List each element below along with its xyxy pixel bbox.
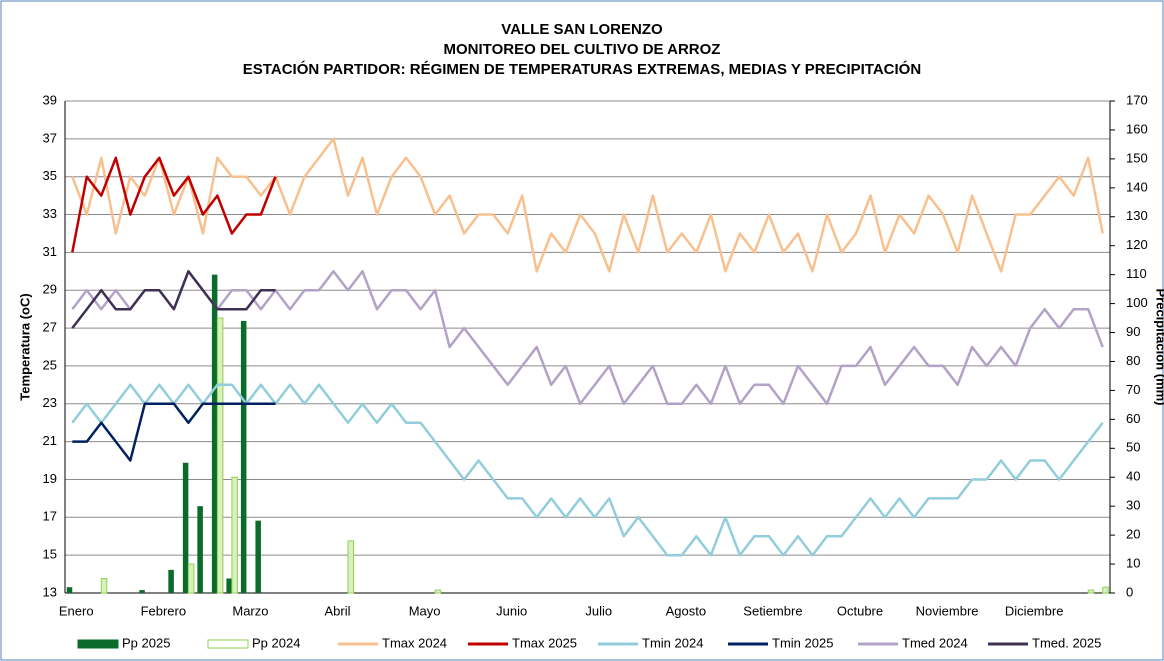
y-tick-label: 27 bbox=[43, 320, 57, 335]
series-line bbox=[71, 270, 276, 329]
x-tick-label: Noviembre bbox=[916, 603, 979, 618]
y-tick-label: 25 bbox=[43, 357, 57, 372]
y-tick-label: 23 bbox=[43, 395, 57, 410]
y-axis-label: Temperatura (oC) bbox=[17, 293, 32, 400]
series-line bbox=[71, 137, 1104, 273]
y2-tick-label: 170 bbox=[1126, 92, 1148, 107]
series-line bbox=[72, 402, 276, 462]
y2-tick-label: 110 bbox=[1126, 266, 1147, 281]
y2-tick-label: 30 bbox=[1126, 498, 1140, 513]
series-line bbox=[71, 156, 277, 253]
y2-tick-label: 90 bbox=[1126, 324, 1140, 339]
y-tick-label: 29 bbox=[43, 282, 57, 297]
precip-bar bbox=[255, 520, 261, 593]
precip-bar bbox=[197, 506, 203, 593]
x-tick-label: Mayo bbox=[409, 603, 441, 618]
legend-swatch bbox=[207, 639, 249, 649]
legend-swatch bbox=[77, 639, 119, 649]
precip-bar bbox=[226, 578, 232, 593]
y2-tick-label: 50 bbox=[1126, 440, 1140, 455]
y2-tick-label: 120 bbox=[1126, 237, 1148, 252]
x-tick-label: Setiembre bbox=[743, 603, 802, 618]
precip-bar bbox=[216, 317, 224, 594]
legend-label: Pp 2024 bbox=[252, 635, 300, 650]
series-line bbox=[71, 383, 1104, 557]
y2-tick-label: 80 bbox=[1126, 353, 1140, 368]
y2-tick-label: 160 bbox=[1126, 121, 1148, 136]
legend-label: Pp 2025 bbox=[122, 635, 170, 650]
legend-label: Tmax 2024 bbox=[382, 635, 447, 650]
x-tick-label: Julio bbox=[585, 603, 612, 618]
precip-bar bbox=[66, 587, 73, 593]
x-tick-label: Octubre bbox=[837, 603, 883, 618]
x-tick-label: Abril bbox=[324, 603, 350, 618]
y2-axis-label: Precipitación (mm) bbox=[1154, 288, 1164, 405]
y2-tick-label: 40 bbox=[1126, 469, 1140, 484]
precip-bar bbox=[168, 569, 174, 593]
y-tick-label: 33 bbox=[43, 206, 57, 221]
precip-bar bbox=[139, 590, 145, 593]
precip-bar bbox=[1087, 589, 1095, 594]
y2-tick-label: 140 bbox=[1126, 179, 1148, 194]
y-tick-label: 31 bbox=[43, 244, 57, 259]
x-tick-label: Agosto bbox=[666, 603, 706, 618]
x-tick-label: Febrero bbox=[141, 603, 187, 618]
precip-bar bbox=[240, 320, 247, 593]
chart-title: ESTACIÓN PARTIDOR: RÉGIMEN DE TEMPERATUR… bbox=[243, 60, 921, 78]
x-tick-label: Marzo bbox=[232, 603, 268, 618]
y2-tick-label: 20 bbox=[1126, 527, 1140, 542]
y2-tick-label: 100 bbox=[1126, 295, 1148, 310]
chart-title: MONITOREO DEL CULTIVO DE ARROZ bbox=[444, 41, 721, 58]
y2-tick-label: 130 bbox=[1126, 208, 1148, 223]
y-tick-label: 37 bbox=[43, 130, 57, 145]
legend-label: Tmed. 2025 bbox=[1032, 635, 1101, 650]
x-tick-label: Enero bbox=[59, 603, 94, 618]
precip-bar bbox=[1102, 586, 1109, 594]
y-tick-label: 39 bbox=[43, 92, 57, 107]
x-tick-label: Diciembre bbox=[1005, 603, 1064, 618]
y2-tick-label: 0 bbox=[1126, 584, 1133, 599]
y-tick-label: 21 bbox=[43, 433, 57, 448]
series-line bbox=[71, 270, 1104, 406]
y-tick-label: 35 bbox=[43, 168, 57, 183]
precip-bar bbox=[187, 563, 195, 594]
legend-label: Tmin 2024 bbox=[642, 635, 703, 650]
y-tick-label: 19 bbox=[43, 471, 57, 486]
legend-label: Tmin 2025 bbox=[772, 635, 833, 650]
y2-tick-label: 70 bbox=[1126, 382, 1140, 397]
precip-bar bbox=[100, 578, 108, 594]
y2-tick-label: 10 bbox=[1126, 555, 1140, 570]
y2-tick-label: 60 bbox=[1126, 411, 1140, 426]
precip-bar bbox=[434, 589, 442, 594]
legend-label: Tmed 2024 bbox=[902, 635, 968, 650]
precip-bar bbox=[211, 274, 218, 593]
precip-bar bbox=[347, 540, 355, 594]
x-tick-label: Junio bbox=[496, 603, 527, 618]
legend-label: Tmax 2025 bbox=[512, 635, 577, 650]
chart-title: VALLE SAN LORENZO bbox=[501, 21, 663, 38]
y-tick-label: 13 bbox=[43, 584, 57, 599]
precip-bar bbox=[231, 476, 238, 594]
y-tick-label: 15 bbox=[43, 547, 57, 562]
precip-bar bbox=[182, 462, 189, 593]
y-tick-label: 17 bbox=[43, 509, 57, 524]
y2-tick-label: 150 bbox=[1126, 150, 1148, 165]
